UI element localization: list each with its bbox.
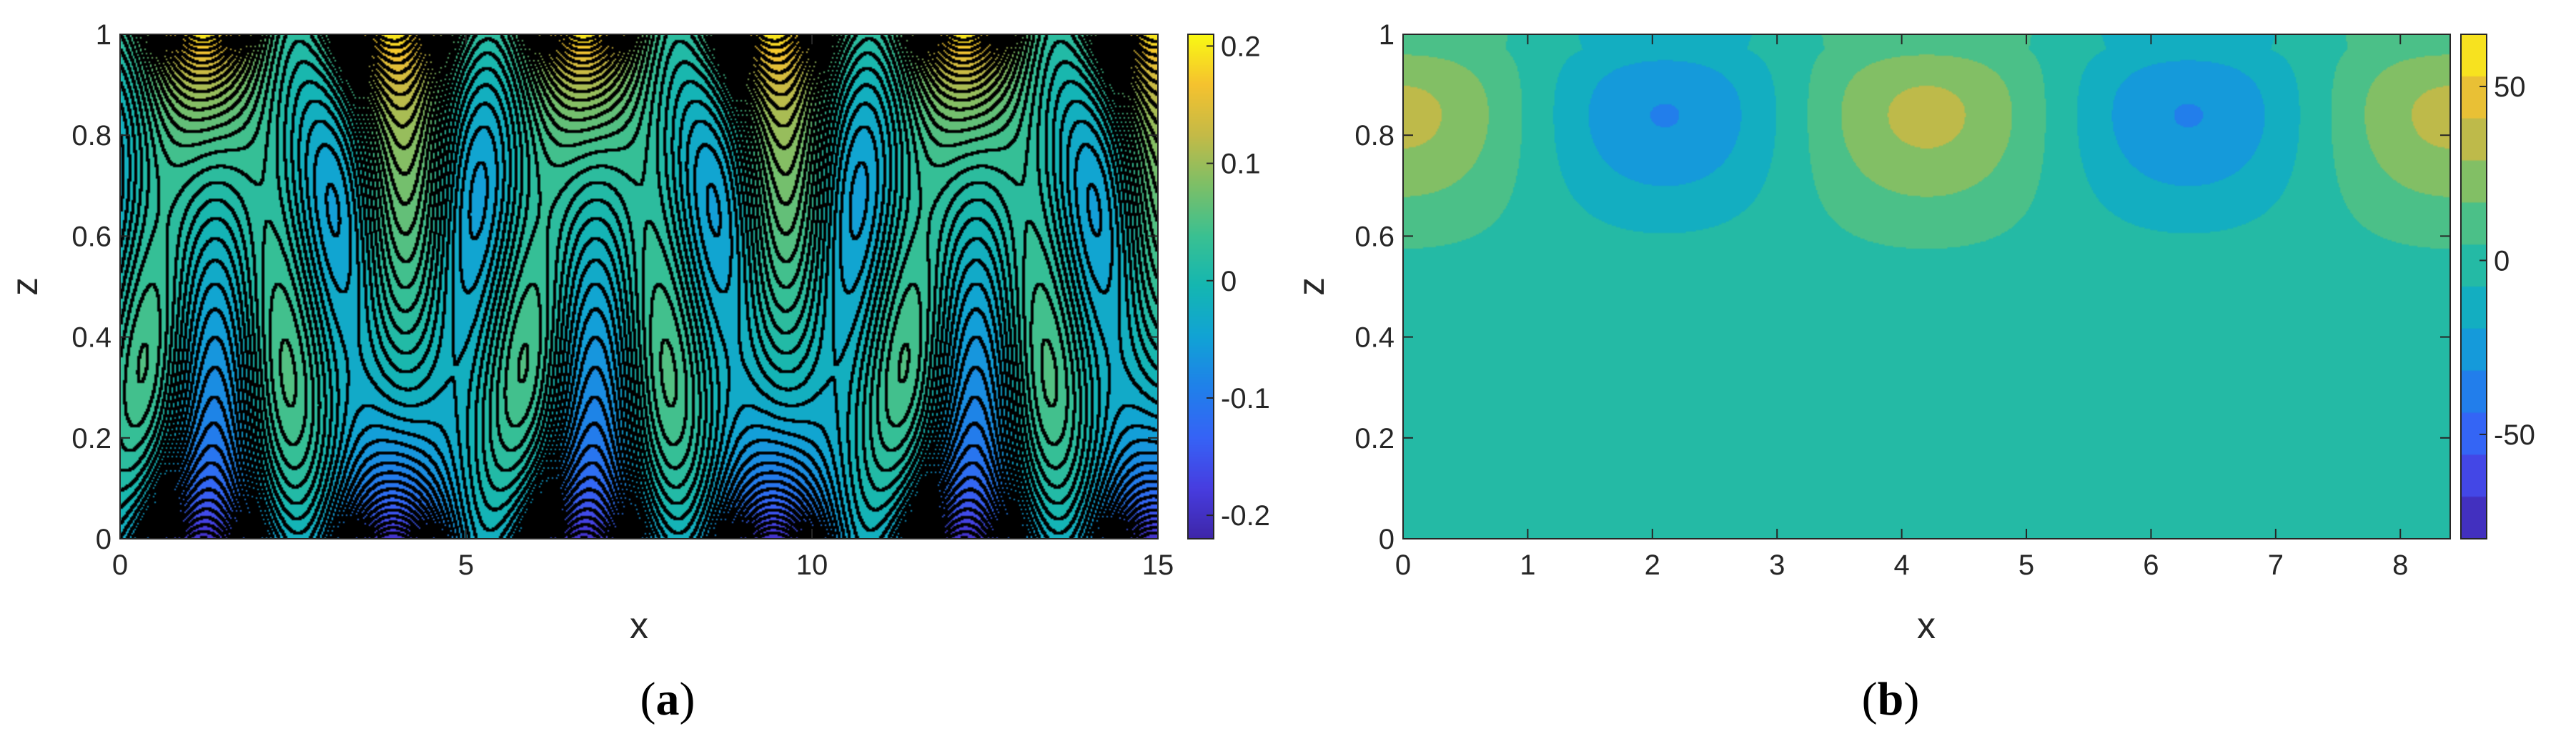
colorbar-tick-label: 0.1 [1221,149,1261,180]
colorbar-tick-label: -0.1 [1221,383,1270,414]
x-tick-label: 6 [2143,549,2159,581]
y-tick-label: 0.4 [71,322,112,354]
y-tick-label: 0 [96,524,112,555]
x-tick-label: 7 [2268,549,2284,581]
colorbar-tick-label: 0.2 [1221,31,1261,62]
panel-a-colorbar [1188,34,1214,539]
x-tick-label: 0 [1395,549,1411,581]
x-tick-label: 3 [1769,549,1785,581]
colorbar-tick-label: -0.2 [1221,500,1270,532]
colorbar-tick-label: 0 [1221,266,1237,297]
y-tick-label: 0 [1379,524,1394,555]
panel-a: 0 5 10 15 0 0.2 0.4 0.6 0.8 1 z x -0.2 -0.1 0 0.1 0.2… [4,19,1270,725]
panel-a-colorbar-box [1187,34,1214,539]
y-tick-label: 1 [96,19,112,51]
panel-a-ylabel: z [4,277,46,296]
y-tick-label: 1 [1379,19,1394,51]
x-tick-label: 15 [1142,549,1174,581]
colorbar-tick-label: -50 [2494,419,2535,451]
x-tick-label: 4 [1893,549,1909,581]
panel-a-axes-box [119,34,1159,539]
y-tick-label: 0.2 [1354,423,1394,454]
panel-b-ylabel: z [1291,277,1332,296]
panel-b-caption: (b) [1862,673,1920,725]
panel-a-caption: (a) [640,673,695,725]
panel-a-contour-field [120,34,1158,539]
panel-b: 0 1 2 3 4 5 6 7 8 0 0.2 0.4 0.6 0.8 1 z x -50 0 50 (b) [1291,19,2535,725]
x-tick-label: 2 [1645,549,1660,581]
y-tick-label: 0.8 [71,120,112,151]
panel-b-xlabel: x [1917,605,1936,647]
colorbar-tick-label: 0 [2494,245,2510,277]
y-tick-label: 0.6 [71,221,112,252]
caption-part: ( [1862,673,1878,725]
colorbar-tick-label: 50 [2494,71,2526,103]
x-tick-label: 5 [458,549,474,581]
caption-part: ) [1903,673,1919,725]
x-tick-label: 1 [1520,549,1535,581]
x-tick-label: 0 [112,549,128,581]
panel-b-colorbar-box [2460,34,2487,539]
panel-b-contour-field [1403,34,2450,539]
caption-part: b [1878,673,1904,725]
y-tick-label: 0.4 [1354,322,1394,354]
panel-b-colorbar-ticks: -50 0 50 [2480,71,2535,451]
x-tick-label: 8 [2392,549,2408,581]
caption-part: a [656,673,680,725]
y-tick-label: 0.2 [71,423,112,454]
panel-b-axes-box [1402,34,2451,539]
panel-a-xlabel: x [630,605,648,647]
panel-b-ticks: 0 1 2 3 4 5 6 7 8 0 0.2 0.4 0.6 0.8 1 [1354,19,2450,581]
panel-a-ticks: 0 5 10 15 0 0.2 0.4 0.6 0.8 1 [71,19,1174,581]
x-tick-label: 5 [2018,549,2034,581]
caption-part: ( [640,673,656,725]
panel-a-colorbar-ticks: -0.2 -0.1 0 0.1 0.2 [1207,31,1270,532]
y-tick-label: 0.6 [1354,221,1394,252]
caption-part: ) [680,673,695,725]
panel-b-colorbar [2461,34,2487,539]
x-tick-label: 10 [796,549,828,581]
y-tick-label: 0.8 [1354,120,1394,151]
